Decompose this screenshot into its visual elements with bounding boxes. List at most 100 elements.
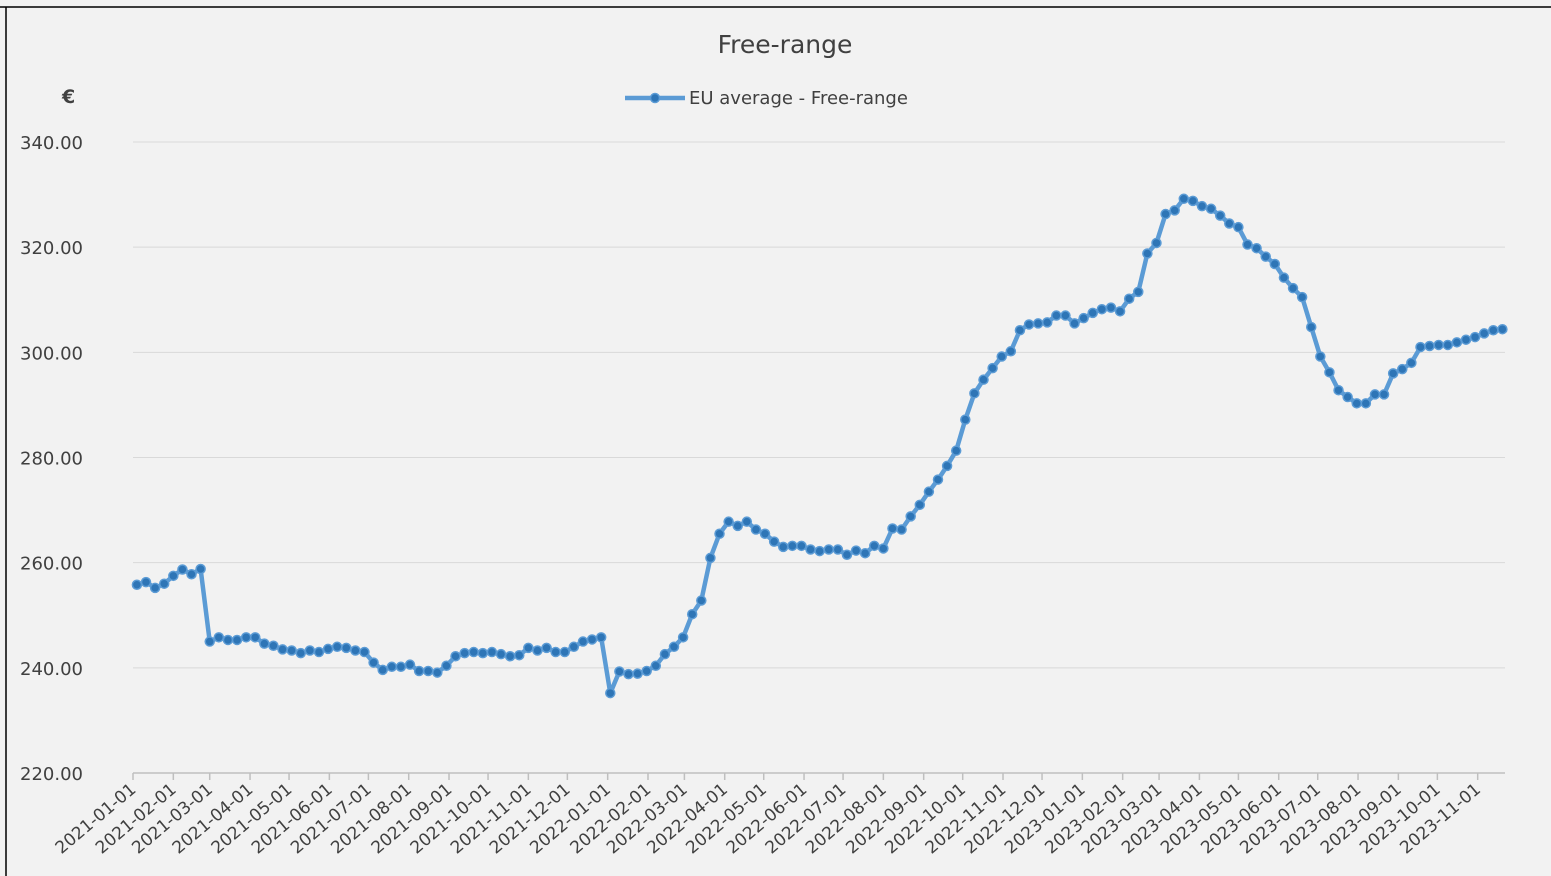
data-point <box>914 499 926 511</box>
data-point <box>1005 346 1017 357</box>
data-point <box>368 657 379 668</box>
data-point <box>787 540 798 552</box>
data-point <box>595 632 607 643</box>
data-point <box>304 645 316 656</box>
data-point <box>186 568 197 580</box>
data-point <box>1287 282 1299 294</box>
data-point <box>404 659 416 670</box>
data-point <box>1242 239 1253 250</box>
data-point <box>1233 221 1244 233</box>
data-point <box>432 667 443 678</box>
data-point <box>814 545 825 557</box>
data-point <box>1488 324 1499 336</box>
data-point <box>1078 312 1089 324</box>
data-point <box>1151 237 1162 249</box>
data-point <box>1160 208 1171 220</box>
data-point <box>659 648 671 660</box>
data-point <box>477 647 489 659</box>
data-point <box>240 632 252 643</box>
y-tick-label: 260.00 <box>20 554 83 575</box>
data-point <box>158 578 170 589</box>
y-tick-label: 300.00 <box>20 343 83 364</box>
data-point <box>614 666 625 677</box>
data-point <box>605 687 616 699</box>
data-point <box>932 474 944 485</box>
data-point <box>905 511 916 522</box>
data-point <box>987 362 998 374</box>
data-point <box>869 540 880 552</box>
data-point <box>268 640 279 651</box>
data-point <box>386 661 398 673</box>
chart-title: Free-range <box>718 30 853 59</box>
data-point <box>741 516 753 527</box>
data-point <box>1305 321 1317 333</box>
data-point <box>231 634 243 646</box>
data-point <box>878 543 889 554</box>
y-tick-label: 340.00 <box>20 133 83 154</box>
data-point <box>714 528 725 539</box>
data-point <box>550 646 561 658</box>
data-point <box>1041 317 1053 328</box>
data-point <box>1251 242 1262 254</box>
data-point <box>1060 310 1071 321</box>
data-point <box>950 445 962 456</box>
data-point <box>168 570 179 582</box>
data-point <box>832 544 844 555</box>
data-point <box>723 516 734 527</box>
data-point <box>568 641 580 653</box>
y-unit-label: € <box>61 86 75 108</box>
data-point <box>796 540 807 552</box>
data-point <box>1196 200 1208 212</box>
data-point <box>1442 339 1454 351</box>
data-point <box>359 646 370 658</box>
data-point <box>350 645 361 656</box>
data-point <box>1205 203 1217 215</box>
data-point <box>1296 291 1308 303</box>
data-point <box>1324 367 1335 378</box>
data-point <box>823 544 835 555</box>
data-point <box>1023 319 1035 330</box>
data-point <box>1278 272 1290 283</box>
data-point <box>1096 303 1108 315</box>
data-point <box>249 632 261 643</box>
data-point <box>1497 323 1508 335</box>
data-point <box>777 541 789 553</box>
data-point <box>841 549 853 561</box>
data-point <box>1169 205 1180 216</box>
data-point <box>1369 389 1381 400</box>
data-point <box>295 647 307 659</box>
data-point <box>277 644 288 655</box>
legend-marker <box>649 92 661 104</box>
data-point <box>395 661 407 673</box>
data-point <box>213 632 225 643</box>
data-point <box>468 646 479 658</box>
data-point <box>1069 318 1080 329</box>
data-point <box>650 660 662 671</box>
data-point <box>1214 210 1226 221</box>
data-point <box>486 646 498 658</box>
data-point <box>686 608 698 620</box>
data-point <box>896 524 907 535</box>
data-point <box>623 668 634 680</box>
data-point <box>732 520 743 532</box>
data-point <box>523 642 534 654</box>
data-point <box>422 665 434 677</box>
data-point <box>978 374 989 385</box>
data-point <box>131 579 143 591</box>
data-point <box>1114 306 1126 317</box>
data-point <box>149 582 161 594</box>
data-point <box>1478 328 1490 339</box>
data-point <box>1378 389 1390 400</box>
data-point <box>195 563 206 575</box>
data-point <box>513 649 525 661</box>
data-point <box>140 576 152 588</box>
data-point <box>1051 310 1062 321</box>
data-point <box>341 642 352 654</box>
data-point <box>1178 193 1190 205</box>
data-point <box>887 523 898 534</box>
data-point <box>286 645 297 656</box>
data-point <box>696 595 707 606</box>
data-point <box>413 665 425 677</box>
data-point <box>1451 337 1463 348</box>
data-point <box>259 638 270 649</box>
